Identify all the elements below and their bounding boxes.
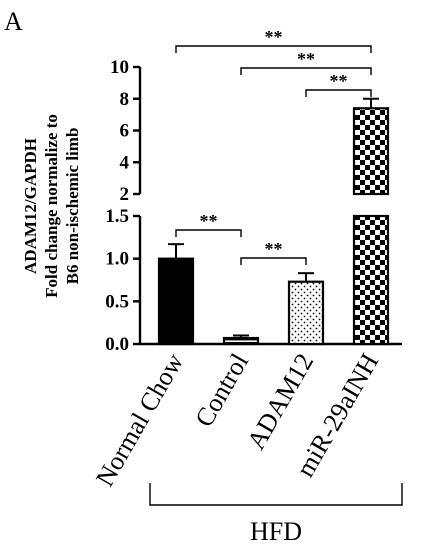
group-label: HFD <box>250 517 302 546</box>
y-axis-label: ADAM12/GAPDH Fold change normalize to B6 n… <box>21 114 82 298</box>
x-tick-label: Normal Chow <box>90 348 189 491</box>
significance-label: ** <box>200 211 218 231</box>
y-axis-label-line: B6 non-ischemic limb <box>63 128 82 285</box>
y-tick-label: 8 <box>120 89 130 110</box>
significance-label: ** <box>265 239 283 259</box>
significance-bracket <box>175 229 242 237</box>
significance-bracket <box>305 89 372 97</box>
bar <box>287 280 325 346</box>
panel-label: A <box>4 7 23 36</box>
x-tick-label: Control <box>189 349 254 432</box>
group-bracket: HFD <box>149 483 403 546</box>
bar <box>352 214 390 346</box>
significance-bracket <box>240 257 307 265</box>
significance-brackets: ** ** ** ** ** <box>175 27 372 265</box>
y-tick-label: 2 <box>120 184 130 205</box>
group-bracket-line <box>149 483 403 506</box>
y-tick-label: 6 <box>120 121 130 142</box>
y-tick-label: 0.0 <box>105 334 129 355</box>
y-tick-label: 10 <box>110 57 129 78</box>
y-tick-label: 4 <box>120 152 130 173</box>
bar <box>157 257 195 346</box>
y-tick-label: 1.0 <box>105 249 129 270</box>
significance-bracket <box>175 45 372 53</box>
y-tick-label: 1.5 <box>105 206 129 227</box>
significance-label: ** <box>330 71 348 91</box>
y-axis-label-line: Fold change normalize to <box>42 114 61 298</box>
significance-label: ** <box>265 27 283 47</box>
bar <box>352 107 390 196</box>
y-tick-label: 0.5 <box>105 291 129 312</box>
bar <box>222 336 260 346</box>
significance-label: ** <box>297 49 315 69</box>
bars <box>157 97 390 346</box>
y-axis-label-line: ADAM12/GAPDH <box>21 138 40 274</box>
significance-bracket <box>240 67 372 75</box>
